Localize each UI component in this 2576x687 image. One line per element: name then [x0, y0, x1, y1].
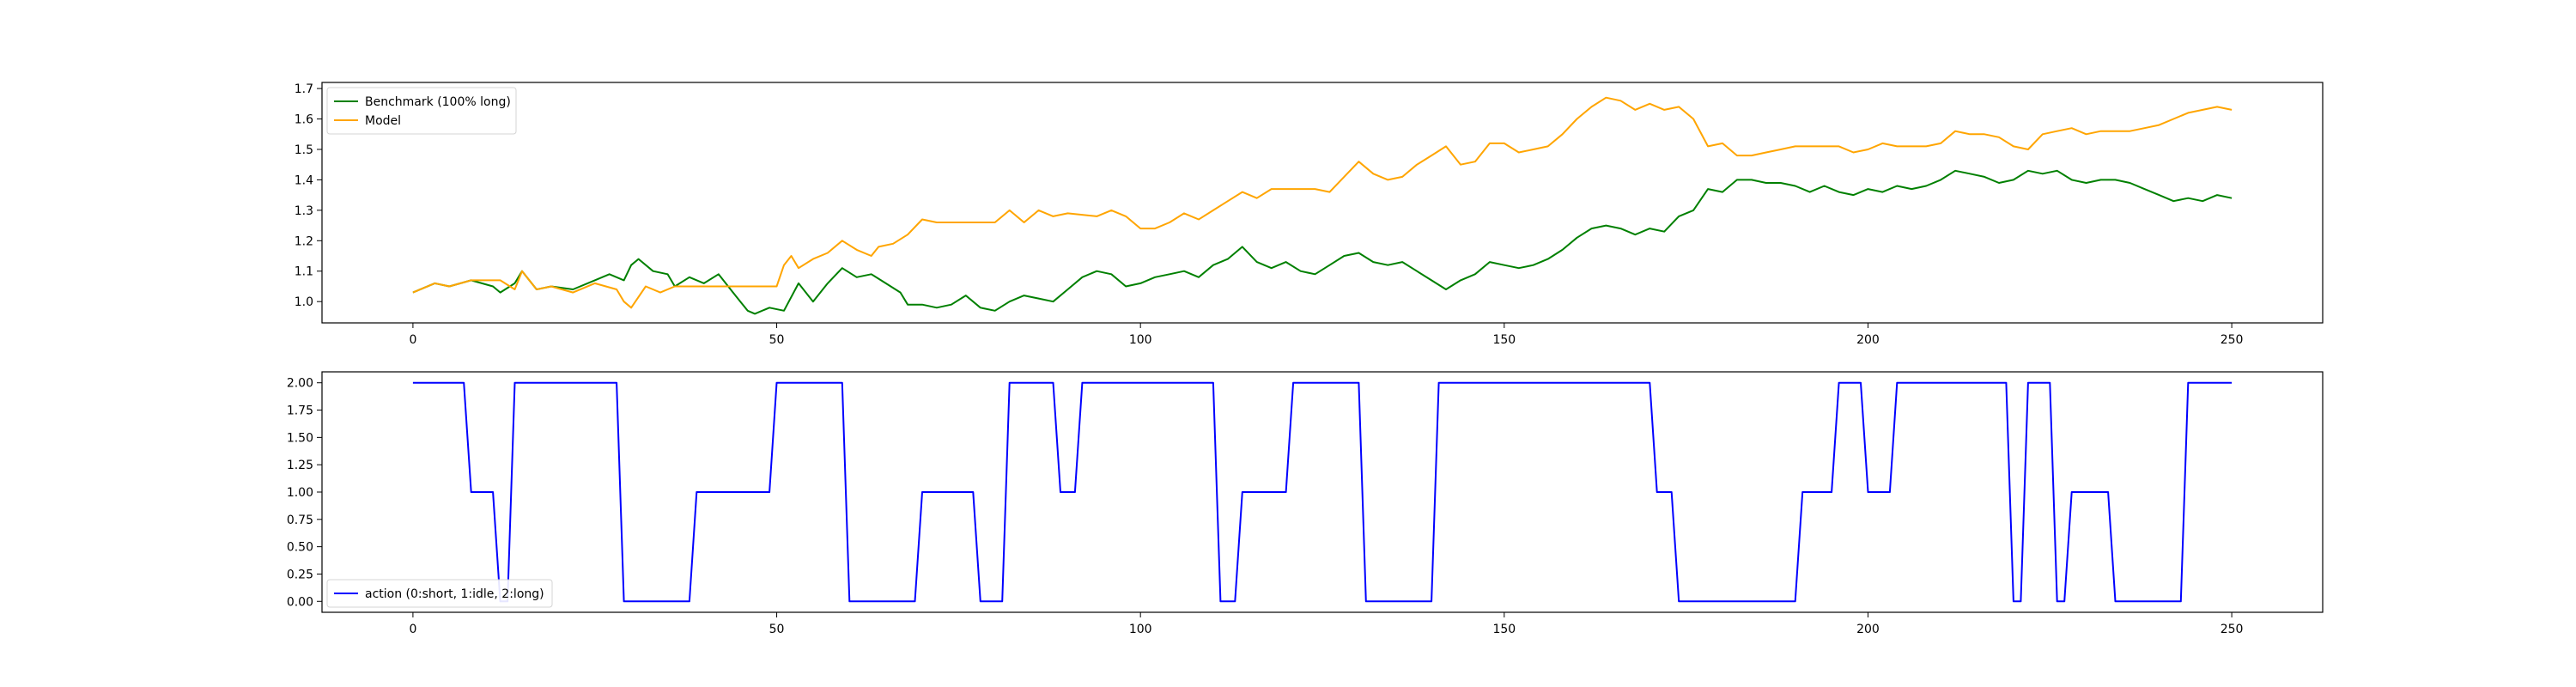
- x-tick-label: 150: [1492, 333, 1516, 347]
- y-tick-label: 1.50: [287, 431, 313, 445]
- x-tick-label: 250: [2221, 333, 2244, 347]
- series-line-2-1: [412, 381, 2233, 603]
- y-tick-label: 1.00: [287, 486, 313, 500]
- y-tick-label: 1.1: [295, 265, 313, 279]
- y-tick-label: 0.75: [287, 514, 313, 527]
- y-tick-label: 0.00: [287, 595, 313, 609]
- x-tick-label: 50: [769, 333, 785, 347]
- legend-label: action (0:short, 1:idle, 2:long): [365, 587, 544, 601]
- y-tick-label: 1.0: [295, 295, 313, 309]
- axes-frame: [321, 371, 2324, 613]
- series-line-1-1: [412, 169, 2233, 315]
- y-tick-label: 1.25: [287, 459, 313, 472]
- x-tick-label: 100: [1129, 623, 1152, 636]
- chart-panel-1: 0 50 100 150 200 250 1.0 1.1 1.2 1.3 1.4 1.5 1.6 1.7 B…: [295, 82, 2324, 347]
- x-tick-label: 50: [769, 623, 785, 636]
- y-tick-label: 1.5: [295, 143, 313, 157]
- y-tick-label: 1.6: [295, 113, 313, 127]
- y-tick-label: 0.25: [287, 568, 313, 581]
- y-tick-label: 1.4: [295, 173, 313, 187]
- legend-box: [326, 579, 553, 608]
- axes-frame: [321, 82, 2324, 324]
- legend: action (0:short, 1:idle, 2:long): [326, 579, 553, 608]
- y-tick-label: 1.3: [295, 204, 313, 218]
- x-tick-label: 0: [409, 333, 416, 347]
- y-tick-label: 0.50: [287, 541, 313, 555]
- x-tick-label: 100: [1129, 333, 1152, 347]
- legend-label: Model: [365, 114, 401, 128]
- x-tick-label: 0: [409, 623, 416, 636]
- y-tick-label: 1.7: [295, 82, 313, 96]
- x-tick-label: 200: [1856, 333, 1880, 347]
- x-tick-label: 150: [1492, 623, 1516, 636]
- series-line-1-2: [412, 96, 2233, 309]
- chart-panel-2: 0 50 100 150 200 250 0.00 0.25 0.50 0.75 1.00 1.25 1…: [287, 371, 2324, 636]
- x-tick-label: 250: [2221, 623, 2244, 636]
- y-tick-label: 1.2: [295, 234, 313, 248]
- x-tick-label: 200: [1856, 623, 1880, 636]
- legend: Benchmark (100% long) Model: [326, 87, 517, 135]
- y-tick-label: 1.75: [287, 404, 313, 418]
- legend-box: [326, 87, 517, 135]
- legend-label: Benchmark (100% long): [365, 95, 511, 109]
- y-tick-label: 2.00: [287, 377, 313, 391]
